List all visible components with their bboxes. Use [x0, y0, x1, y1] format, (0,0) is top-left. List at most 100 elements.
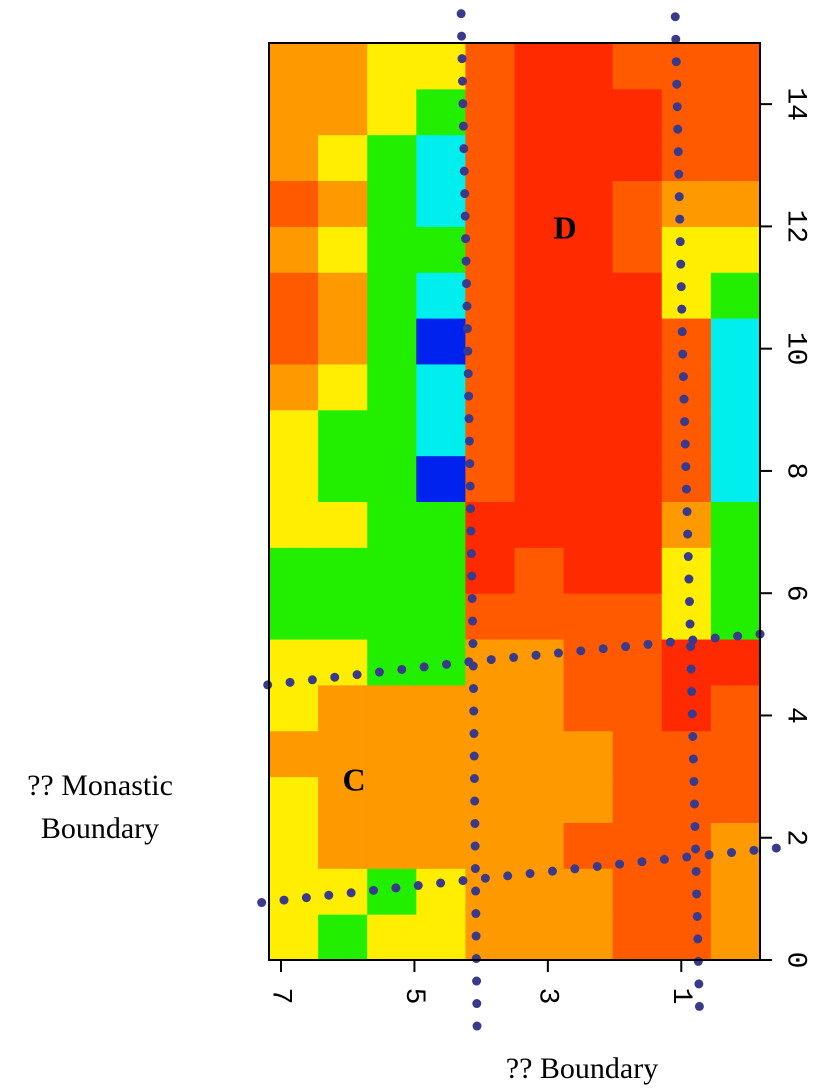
heatmap-cell [416, 639, 466, 686]
heatmap-cell [465, 180, 515, 227]
heatmap-cell [612, 409, 663, 457]
heatmap-cell [416, 776, 466, 823]
heatmap-cell [563, 88, 614, 136]
heatmap-cell [563, 272, 614, 319]
heatmap-cell [563, 684, 614, 732]
heatmap-cell [514, 88, 565, 136]
heatmap-cell [710, 226, 761, 273]
heatmap-cell [661, 730, 712, 778]
y-tick-label: 14 [780, 87, 811, 121]
heatmap-cell [514, 226, 565, 273]
heatmap-cell [318, 730, 368, 778]
heatmap-cell [367, 134, 417, 182]
heatmap-cell [514, 914, 565, 961]
heatmap-cell [318, 639, 368, 686]
heatmap-cell [710, 593, 761, 640]
heatmap-cell [416, 822, 466, 869]
y-tick-label: 8 [780, 463, 811, 480]
heatmap-cell [416, 409, 466, 457]
annotation: ?? Boundary [506, 1052, 658, 1085]
heatmap-cell [269, 501, 319, 548]
heatmap-cell [416, 547, 466, 594]
heatmap-cell [269, 318, 319, 365]
heatmap-cell [514, 730, 565, 778]
heatmap-cell [563, 180, 614, 227]
heatmap-cell [710, 868, 761, 915]
heatmap-cell [563, 914, 614, 961]
heatmap-cell [318, 363, 368, 411]
heatmap-cell [416, 88, 466, 136]
heatmap-cell [710, 455, 761, 502]
heatmap-cell [416, 868, 466, 915]
y-tick-label: 12 [780, 210, 811, 244]
heatmap-cell [367, 272, 417, 319]
heatmap-cell [661, 134, 712, 182]
heatmap-cell [514, 868, 565, 915]
heatmap-cell [269, 822, 319, 869]
heatmap-cell [612, 868, 663, 915]
heatmap-cell [612, 593, 663, 640]
heatmap-cell [612, 318, 663, 365]
heatmap-cell [318, 43, 368, 90]
heatmap-cell [612, 134, 663, 182]
heatmap-cell [465, 409, 515, 457]
heatmap-cell [416, 318, 466, 365]
x-tick-label: 3 [531, 988, 562, 1005]
heatmap-cell [563, 43, 614, 90]
heatmap-cell [710, 822, 761, 869]
heatmap-cell [514, 318, 565, 365]
region-label: D [553, 209, 576, 245]
heatmap-cell [710, 776, 761, 823]
heatmap-cell [661, 684, 712, 732]
heatmap-cell [514, 684, 565, 732]
plot-frame [268, 42, 761, 961]
heatmap-cell [269, 593, 319, 640]
heatmap-cell [416, 363, 466, 411]
heatmap-cell [710, 501, 761, 548]
heatmap-cell [514, 776, 565, 823]
heatmap [269, 43, 761, 961]
heatmap-cell [612, 226, 663, 273]
heatmap-cell [416, 272, 466, 319]
heatmap-cell [416, 180, 466, 227]
y-tick-label: 0 [780, 952, 811, 969]
heatmap-cell [563, 822, 614, 869]
heatmap-cell [269, 272, 319, 319]
heatmap-cell [465, 272, 515, 319]
heatmap-cell [367, 547, 417, 594]
heatmap-cell [269, 134, 319, 182]
x-tick-label: 5 [398, 988, 429, 1005]
heatmap-cell [514, 180, 565, 227]
heatmap-cell [465, 318, 515, 365]
heatmap-cell [612, 363, 663, 411]
heatmap-cell [367, 409, 417, 457]
heatmap-cell [661, 363, 712, 411]
heatmap-cell [416, 43, 466, 90]
heatmap-cell [563, 363, 614, 411]
heatmap-cell [318, 868, 368, 915]
heatmap-cell [661, 776, 712, 823]
heatmap-cell [661, 822, 712, 869]
heatmap-cell [661, 914, 712, 961]
heatmap-cell [563, 134, 614, 182]
heatmap-cell [612, 547, 663, 594]
heatmap-cell [367, 593, 417, 640]
heatmap-cell [563, 226, 614, 273]
heatmap-cell [269, 914, 319, 961]
heatmap-cell [318, 914, 368, 961]
heatmap-cell [416, 730, 466, 778]
heatmap-cell [269, 684, 319, 732]
heatmap-cell [416, 914, 466, 961]
heatmap-cell [661, 180, 712, 227]
heatmap-cell [514, 501, 565, 548]
heatmap-cell [563, 547, 614, 594]
heatmap-cell [661, 88, 712, 136]
heatmap-cell [318, 409, 368, 457]
heatmap-cell [710, 318, 761, 365]
heatmap-cell [563, 730, 614, 778]
heatmap-cell [661, 868, 712, 915]
heatmap-cell [367, 180, 417, 227]
heatmap-cell [318, 822, 368, 869]
heatmap-cell [318, 272, 368, 319]
boundary-line [456, 9, 482, 1041]
